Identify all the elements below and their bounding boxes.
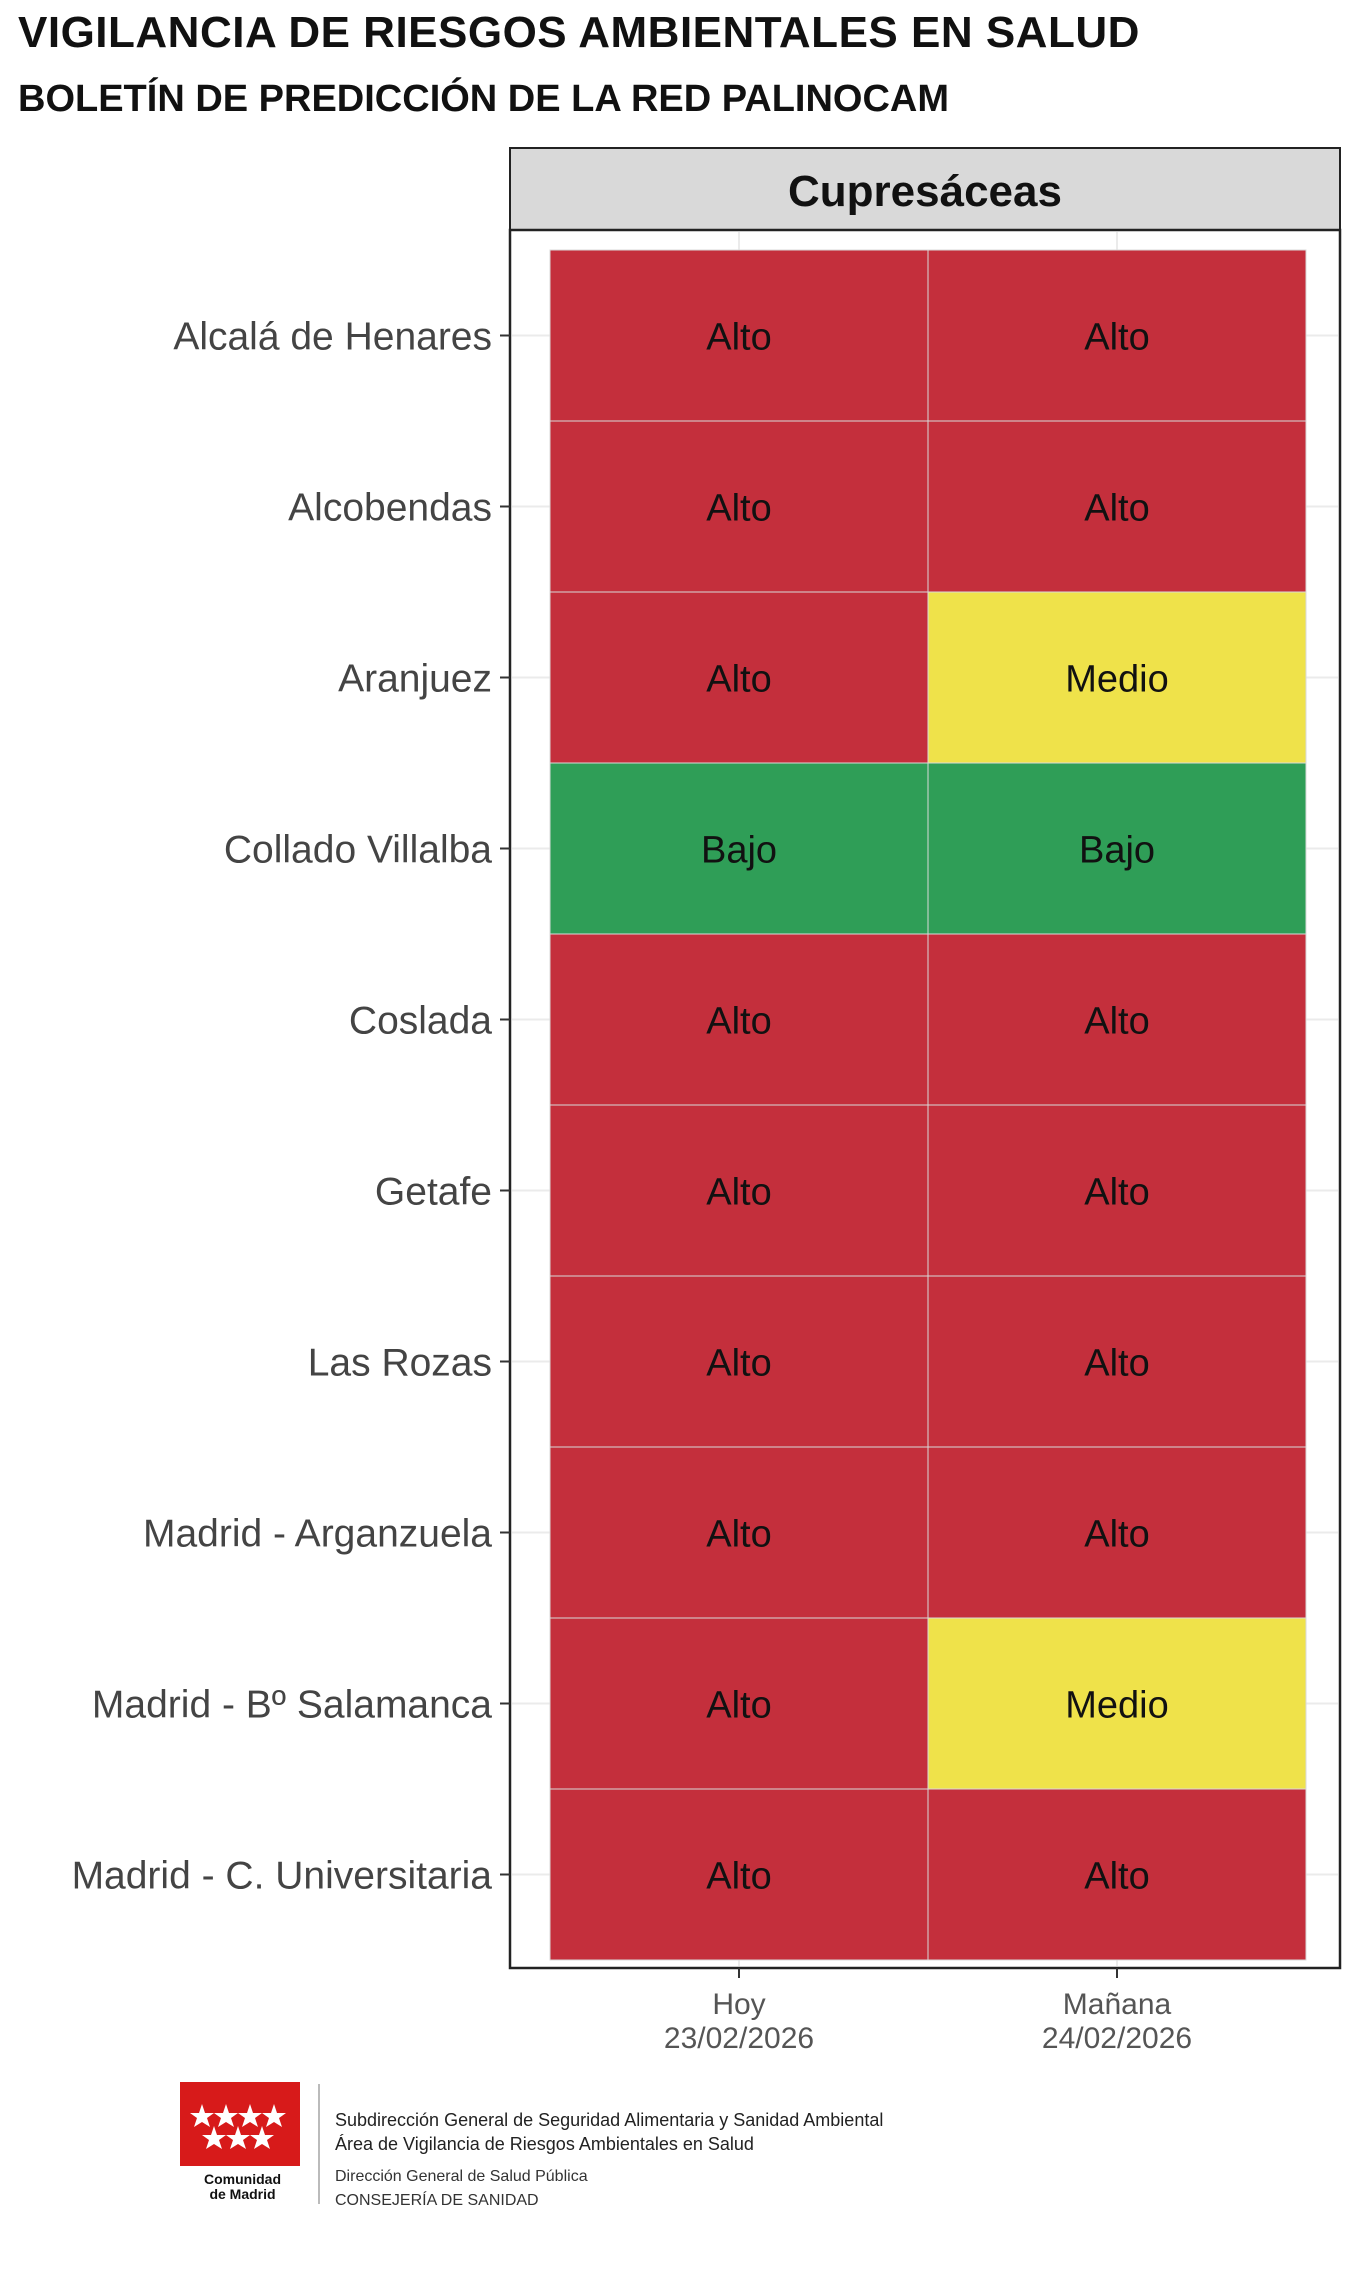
cell-label: Alto [706, 1685, 771, 1727]
footer-line1: Subdirección General de Seguridad Alimen… [335, 2110, 884, 2130]
cell-label: Alto [706, 659, 771, 701]
heatmap-cell [549, 1446, 929, 1619]
x-tick-label: Hoy [712, 1988, 765, 2021]
heatmap-cell [927, 933, 1307, 1106]
y-tick-label: Getafe [375, 1171, 492, 1214]
y-tick-label: Madrid - Bº Salamanca [92, 1684, 492, 1727]
panel-title: Cupresáceas [788, 167, 1062, 216]
y-tick-label: Coslada [349, 1000, 492, 1043]
cell-label: Alto [1084, 1856, 1149, 1898]
cell-label: Alto [706, 1856, 771, 1898]
heatmap-cell [549, 933, 929, 1106]
heatmap-cell [927, 1104, 1307, 1277]
cell-label: Alto [1084, 1172, 1149, 1214]
cell-label: Bajo [1079, 830, 1155, 872]
cell-label: Alto [706, 488, 771, 530]
heatmap-cell [549, 762, 929, 935]
heatmap-chart: Cupresáceas Alto Alto Alto Alto Alto Medio Baj… [72, 147, 1342, 2055]
y-tick-label: Aranjuez [338, 658, 492, 701]
footer-line3: Dirección General de Salud Pública [335, 2168, 588, 2185]
cell-label: Medio [1065, 659, 1169, 701]
y-tick-label: Collado Villalba [224, 829, 492, 872]
heatmap-cell [927, 1446, 1307, 1619]
heatmap-cell [549, 1617, 929, 1790]
cell-label: Alto [1084, 1514, 1149, 1556]
y-tick-label: Alcalá de Henares [173, 316, 492, 359]
heatmap-cell [927, 249, 1307, 422]
heatmap-cell [549, 591, 929, 764]
cell-label: Alto [706, 1514, 771, 1556]
page-subtitle: BOLETÍN DE PREDICCIÓN DE LA RED PALINOCA… [18, 78, 950, 120]
footer-line4: CONSEJERÍA DE SANIDAD [335, 2192, 539, 2209]
heatmap-cell [549, 249, 929, 422]
cell-label: Alto [1084, 317, 1149, 359]
y-tick-label: Alcobendas [288, 487, 492, 530]
x-tick-date: 23/02/2026 [664, 2022, 814, 2055]
logo-caption-line2: de Madrid [209, 2186, 276, 2202]
heatmap-cell [927, 1617, 1307, 1790]
heatmap-cell [549, 1275, 929, 1448]
x-tick-date: 24/02/2026 [1042, 2022, 1192, 2055]
cell-label: Alto [706, 1172, 771, 1214]
heatmap-cell [927, 1788, 1307, 1961]
cell-label: Alto [706, 1001, 771, 1043]
y-tick-label: Madrid - Arganzuela [143, 1513, 492, 1556]
y-tick-label: Madrid - C. Universitaria [72, 1855, 493, 1898]
stars-icon [190, 2104, 286, 2149]
cell-label: Alto [1084, 1343, 1149, 1385]
cell-label: Alto [1084, 1001, 1149, 1043]
heatmap-cell [927, 1275, 1307, 1448]
x-tick-label: Mañana [1063, 1988, 1172, 2021]
comunidad-madrid-logo [180, 2082, 300, 2166]
y-tick-label: Las Rozas [308, 1342, 492, 1385]
cell-label: Alto [706, 1343, 771, 1385]
heatmap-cell [927, 591, 1307, 764]
cell-label: Alto [1084, 488, 1149, 530]
logo-caption: Comunidad de Madrid [180, 2172, 305, 2202]
footer-line2: Área de Vigilancia de Riesgos Ambientale… [335, 2134, 754, 2154]
cell-label: Bajo [701, 830, 777, 872]
cell-label: Alto [706, 317, 771, 359]
logo-caption-line1: Comunidad [204, 2171, 281, 2187]
heatmap-cell [927, 762, 1307, 935]
heatmap-cell [549, 1788, 929, 1961]
heatmap-cell [549, 1104, 929, 1277]
cell-label: Medio [1065, 1685, 1169, 1727]
heatmap-cell [927, 420, 1307, 593]
footer-divider [318, 2084, 320, 2204]
page-title: VIGILANCIA DE RIESGOS AMBIENTALES EN SAL… [18, 8, 1140, 57]
